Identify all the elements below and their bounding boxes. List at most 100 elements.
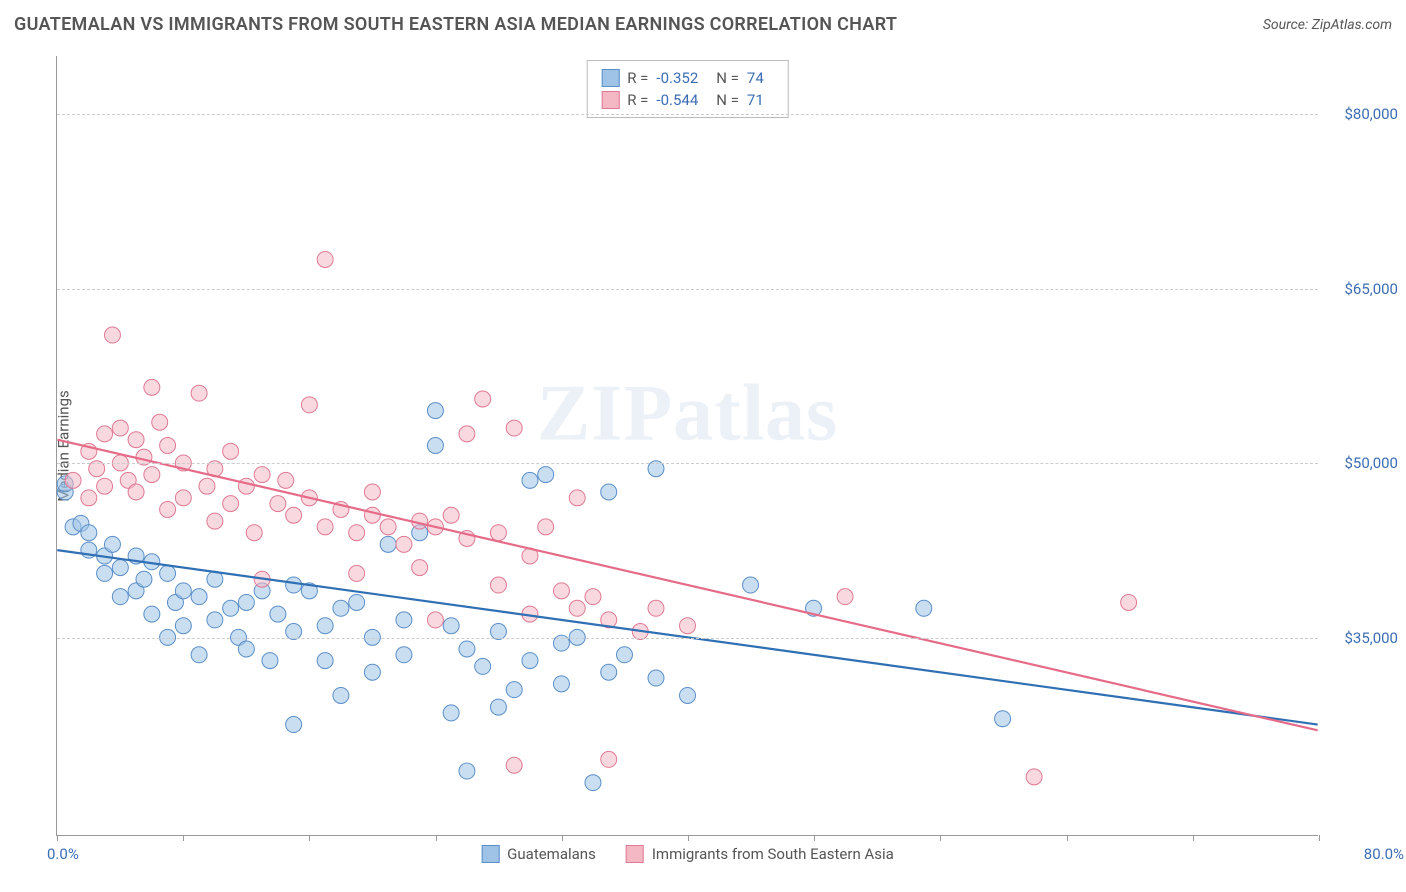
data-point bbox=[175, 490, 191, 506]
x-tick bbox=[57, 835, 58, 841]
x-axis-min-label: 0.0% bbox=[47, 845, 79, 863]
data-point bbox=[648, 670, 664, 686]
data-point bbox=[191, 385, 207, 401]
data-point bbox=[286, 577, 302, 593]
y-tick-label: $50,000 bbox=[1328, 454, 1398, 472]
data-point bbox=[680, 618, 696, 634]
stat-r-value: -0.352 bbox=[656, 69, 698, 87]
data-point bbox=[97, 565, 113, 581]
stats-row: R = -0.352 N = 74 bbox=[601, 67, 774, 89]
series-swatch-icon bbox=[601, 91, 619, 109]
data-point bbox=[616, 647, 632, 663]
data-point bbox=[364, 664, 380, 680]
data-point bbox=[128, 484, 144, 500]
legend-swatch-icon bbox=[481, 845, 499, 863]
data-point bbox=[286, 507, 302, 523]
data-point bbox=[569, 600, 585, 616]
gridline bbox=[57, 114, 1318, 115]
stat-r-label: R = bbox=[627, 91, 648, 109]
data-point bbox=[333, 600, 349, 616]
gridline bbox=[57, 289, 1318, 290]
data-point bbox=[506, 682, 522, 698]
data-point bbox=[254, 467, 270, 483]
x-tick bbox=[309, 835, 310, 841]
stat-n-label: N = bbox=[716, 91, 739, 109]
trend-line bbox=[57, 440, 1317, 731]
data-point bbox=[223, 496, 239, 512]
x-tick bbox=[688, 835, 689, 841]
data-point bbox=[262, 653, 278, 669]
data-point bbox=[349, 525, 365, 541]
data-point bbox=[475, 658, 491, 674]
source-label: Source: ZipAtlas.com bbox=[1263, 17, 1392, 33]
data-point bbox=[1121, 594, 1137, 610]
x-tick bbox=[183, 835, 184, 841]
data-point bbox=[364, 484, 380, 500]
data-point bbox=[238, 594, 254, 610]
data-point bbox=[160, 565, 176, 581]
y-tick-label: $65,000 bbox=[1328, 280, 1398, 298]
data-point bbox=[160, 438, 176, 454]
data-point bbox=[301, 397, 317, 413]
data-point bbox=[207, 612, 223, 628]
data-point bbox=[286, 717, 302, 733]
chart-title: GUATEMALAN VS IMMIGRANTS FROM SOUTH EAST… bbox=[14, 14, 897, 35]
legend-item: Guatemalans bbox=[481, 845, 596, 863]
data-point bbox=[427, 612, 443, 628]
data-point bbox=[317, 251, 333, 267]
data-point bbox=[144, 467, 160, 483]
data-point bbox=[380, 536, 396, 552]
data-point bbox=[916, 600, 932, 616]
data-point bbox=[112, 560, 128, 576]
data-point bbox=[680, 687, 696, 703]
data-point bbox=[475, 391, 491, 407]
data-point bbox=[1026, 769, 1042, 785]
data-point bbox=[246, 525, 262, 541]
data-point bbox=[175, 583, 191, 599]
legend-label: Immigrants from South Eastern Asia bbox=[652, 845, 894, 863]
stat-r-value: -0.544 bbox=[656, 91, 698, 109]
legend-swatch-icon bbox=[626, 845, 644, 863]
data-point bbox=[97, 426, 113, 442]
data-point bbox=[522, 472, 538, 488]
data-point bbox=[522, 653, 538, 669]
data-point bbox=[223, 600, 239, 616]
data-point bbox=[427, 438, 443, 454]
stat-n-label: N = bbox=[716, 69, 739, 87]
data-point bbox=[317, 519, 333, 535]
data-point bbox=[65, 472, 81, 488]
stat-n-value: 71 bbox=[747, 91, 764, 109]
data-point bbox=[112, 589, 128, 605]
data-point bbox=[538, 467, 554, 483]
legend: Guatemalans Immigrants from South Easter… bbox=[481, 845, 894, 863]
data-point bbox=[490, 577, 506, 593]
data-point bbox=[743, 577, 759, 593]
data-point bbox=[585, 589, 601, 605]
x-axis-max-label: 80.0% bbox=[1364, 845, 1404, 863]
x-tick bbox=[1319, 835, 1320, 841]
data-point bbox=[459, 426, 475, 442]
data-point bbox=[207, 513, 223, 529]
data-point bbox=[238, 478, 254, 494]
data-point bbox=[333, 687, 349, 703]
data-point bbox=[349, 565, 365, 581]
data-point bbox=[601, 664, 617, 680]
data-point bbox=[97, 478, 113, 494]
data-point bbox=[601, 751, 617, 767]
data-point bbox=[81, 525, 97, 541]
data-point bbox=[490, 699, 506, 715]
data-point bbox=[270, 606, 286, 622]
data-point bbox=[380, 519, 396, 535]
data-point bbox=[112, 420, 128, 436]
x-tick bbox=[1193, 835, 1194, 841]
data-point bbox=[128, 432, 144, 448]
data-point bbox=[144, 606, 160, 622]
data-point bbox=[238, 641, 254, 657]
data-point bbox=[459, 763, 475, 779]
data-point bbox=[364, 507, 380, 523]
data-point bbox=[175, 618, 191, 634]
data-point bbox=[553, 676, 569, 692]
data-point bbox=[349, 594, 365, 610]
x-tick bbox=[562, 835, 563, 841]
data-point bbox=[538, 519, 554, 535]
